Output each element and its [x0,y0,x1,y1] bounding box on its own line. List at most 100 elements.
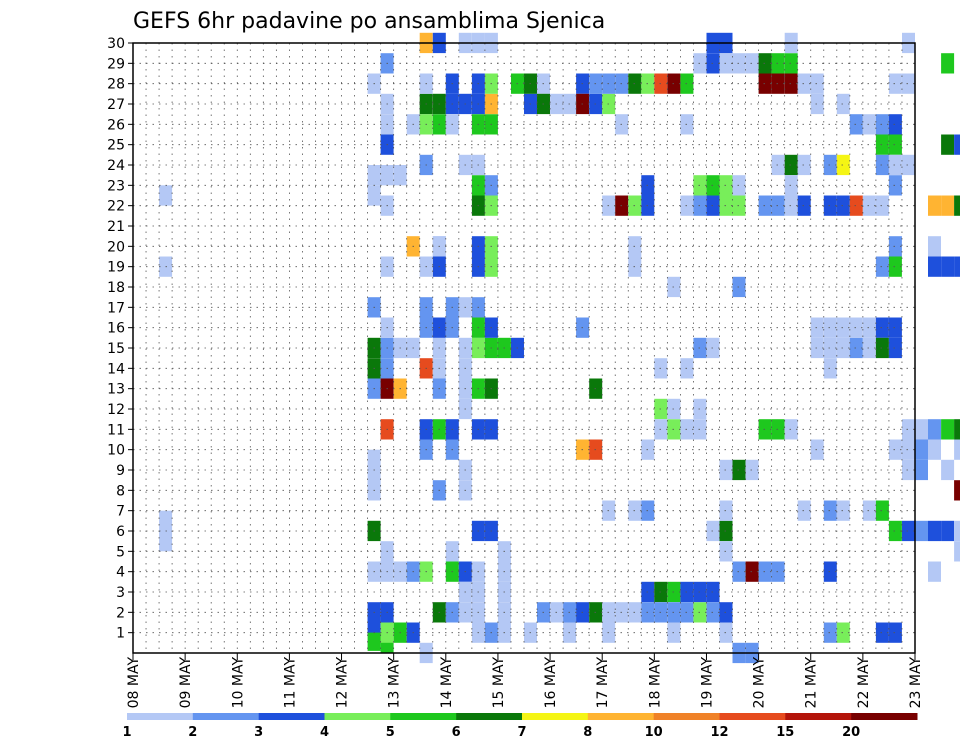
heatmap-cell [810,317,824,338]
colorbar-swatch [587,713,655,720]
heatmap-cell [367,449,381,470]
heatmap-cell [784,419,798,440]
chart-title: GEFS 6hr padavine po ansamblima Sjenica [133,9,605,34]
y-tick-label: 15 [107,341,125,357]
x-tick-label: 16 MAY [543,657,559,709]
heatmap-cell [954,195,960,216]
heatmap-cell [862,317,876,338]
heatmap-cell [941,195,955,216]
heatmap-cell [862,114,876,135]
y-tick-label: 24 [107,158,125,174]
colorbar-label: 6 [452,725,461,740]
x-tick-label: 08 MAY [126,657,142,709]
colorbar-label: 4 [320,725,329,740]
heatmap-cell [941,134,955,155]
y-tick-label: 10 [107,443,125,459]
y-tick-label: 28 [107,77,125,93]
colorbar-label: 2 [188,725,197,740]
y-tick-label: 3 [116,585,125,601]
heatmap-cell [902,520,915,542]
heatmap-cell [810,439,824,460]
colorbar-label: 3 [254,725,263,740]
heatmap-cell [836,337,850,359]
colorbar-swatch [192,713,260,720]
colorbar-label: 20 [842,725,860,740]
x-tick-label: 19 MAY [699,657,715,709]
y-tick-label: 23 [107,178,125,194]
heatmap-cell [367,470,381,491]
y-tick-label: 30 [107,36,125,52]
colorbar-swatch [719,713,786,720]
heatmap-cell [797,73,811,94]
heatmap-cell [367,630,381,651]
heatmap-cell [928,561,941,582]
heatmap-cell [888,236,902,257]
heatmap-cell [849,337,863,359]
heatmap-cell [928,236,941,257]
y-tick-label: 4 [116,565,125,581]
heatmap-cell [823,358,837,379]
colorbar-swatch [258,713,325,720]
heatmap-cell [954,541,960,562]
heatmap-cell [888,256,902,277]
heatmap-cell [875,317,889,338]
heatmap-cell [928,256,941,277]
y-tick-label: 11 [107,422,125,438]
heatmap-cell [849,114,863,135]
x-tick-label: 17 MAY [595,657,611,709]
y-axis: 1234567891011121314151617181920212223242… [107,36,133,642]
gridlines [132,43,916,653]
heatmap-cell [380,165,394,186]
heatmap-cell [928,419,941,440]
heatmap-cell [875,114,889,135]
heatmap-cell [888,175,902,196]
heatmap-cell [393,165,407,186]
heatmap-cell [888,622,902,643]
heatmap-cell [888,520,902,542]
heatmap-cell [784,175,798,196]
heatmap-cell [159,531,173,552]
heatmap-cell [941,459,955,481]
heatmap-cell [771,419,785,440]
heatmap-cell [758,73,772,94]
x-tick-label: 18 MAY [647,657,663,709]
heatmap-cell [159,510,173,531]
x-tick-label: 15 MAY [491,657,507,709]
heatmap-cell [758,53,772,74]
y-tick-label: 20 [107,239,125,255]
y-tick-label: 18 [107,280,125,296]
heatmap-cell [823,500,837,521]
colorbar-label: 15 [776,725,794,740]
heatmap-cell [915,459,928,481]
heatmap-cell [745,459,759,481]
heatmap-cell [159,185,173,206]
y-tick-label: 21 [107,219,125,235]
colorbar-label: 1 [122,725,131,740]
heatmap-cell [915,439,928,460]
heatmap-cell [849,195,863,216]
heatmap-cell [771,53,785,74]
heatmap-cell [758,419,772,440]
heatmap-cell [888,439,902,460]
heatmap-cell [902,154,915,176]
heatmap-cell [823,561,837,582]
heatmap-cell [888,73,902,94]
heatmap-cell [797,154,811,176]
heatmap-cell [823,195,837,216]
colorbar-swatch [324,713,391,720]
heatmap-cell [941,53,955,74]
heatmap-cell [836,622,850,643]
colorbar-label: 8 [583,725,592,740]
heatmap-cell [954,439,960,460]
heatmap-cell [954,480,960,501]
y-tick-label: 8 [116,483,125,499]
heatmap-cell [915,419,928,440]
heatmap-cell [823,154,837,176]
heatmap-cell [836,93,850,115]
heatmap-cell [875,134,889,155]
heatmap-cell [941,419,955,440]
y-tick-label: 2 [116,605,125,621]
heatmap-cell [836,195,850,216]
heatmap-cell [902,419,915,440]
